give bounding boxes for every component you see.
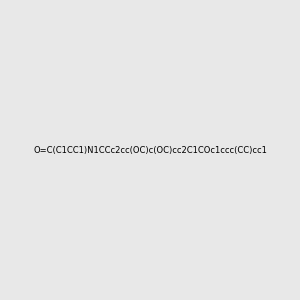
Text: O=C(C1CC1)N1CCc2cc(OC)c(OC)cc2C1COc1ccc(CC)cc1: O=C(C1CC1)N1CCc2cc(OC)c(OC)cc2C1COc1ccc(…	[33, 146, 267, 154]
